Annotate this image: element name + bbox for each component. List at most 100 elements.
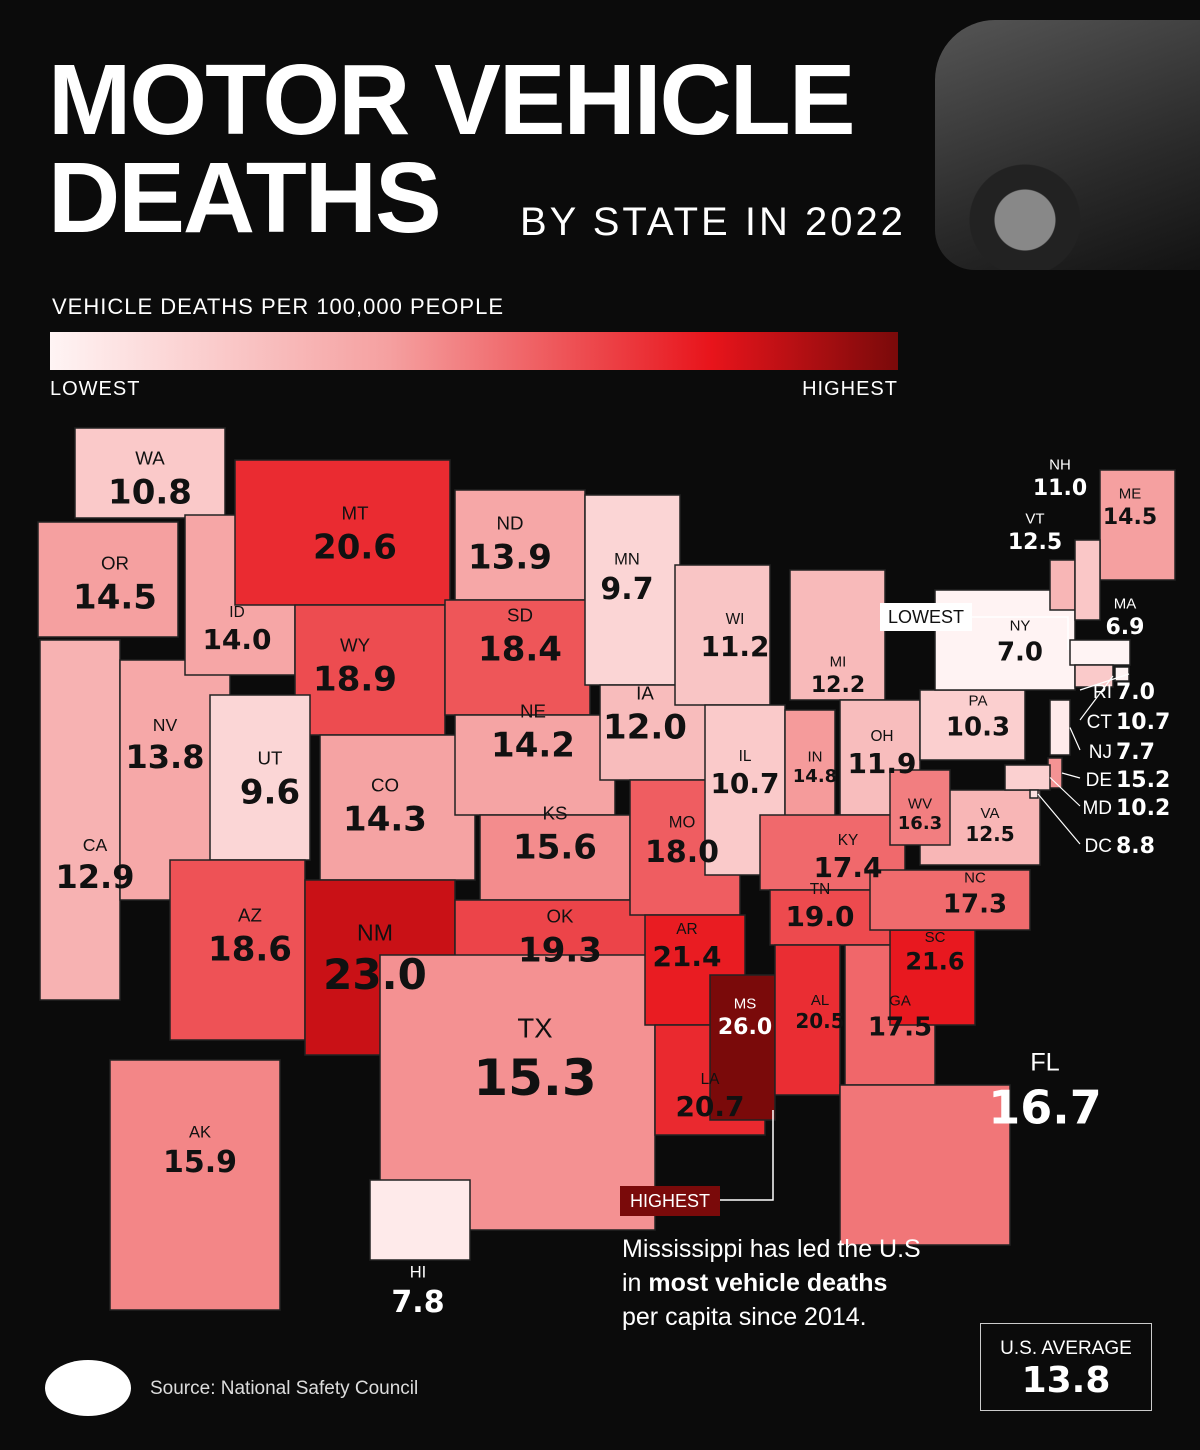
state-code: NJ bbox=[1089, 742, 1112, 763]
state-code: NE bbox=[520, 701, 546, 722]
state-value: 9.6 bbox=[240, 773, 300, 813]
average-box: U.S. AVERAGE 13.8 bbox=[980, 1323, 1152, 1411]
state-value: 20.5 bbox=[795, 1009, 844, 1033]
state-value: 12.9 bbox=[56, 858, 135, 896]
state bbox=[294, 604, 446, 736]
state-code: NY bbox=[1010, 618, 1031, 635]
lowest-box bbox=[880, 603, 972, 631]
state-code: LA bbox=[701, 1071, 721, 1088]
state-value: 14.5 bbox=[73, 578, 157, 618]
state-code: AL bbox=[811, 992, 829, 1009]
state-code: WY bbox=[340, 635, 371, 656]
leader-line bbox=[1061, 772, 1081, 779]
state-value: 12.2 bbox=[811, 673, 865, 698]
state-code: MO bbox=[669, 814, 696, 832]
note-text: in bbox=[622, 1269, 642, 1297]
state-code: RI bbox=[1093, 682, 1112, 703]
legend-title: VEHICLE DEATHS PER 100,000 PEOPLE bbox=[52, 294, 504, 319]
state-code: TN bbox=[810, 881, 831, 898]
state-code: NM bbox=[357, 920, 393, 946]
state-code: IN bbox=[808, 749, 823, 766]
state-code: AK bbox=[189, 1124, 211, 1142]
state-code: OH bbox=[870, 728, 893, 745]
state-value: 23.0 bbox=[323, 950, 427, 999]
state-code: ND bbox=[497, 513, 524, 534]
note: Mississippi has led the U.S in most vehi… bbox=[622, 1232, 921, 1334]
state-code: SD bbox=[507, 605, 533, 626]
state-value: 11.9 bbox=[847, 747, 916, 780]
state-value: 18.6 bbox=[208, 930, 292, 970]
state-value: 7.0 bbox=[1116, 680, 1155, 705]
leader-line bbox=[1037, 793, 1081, 845]
state-value: 10.8 bbox=[108, 473, 192, 513]
state bbox=[209, 694, 311, 861]
logo bbox=[45, 1360, 131, 1416]
car-photo bbox=[935, 20, 1200, 270]
state-code: MN bbox=[614, 551, 640, 569]
state-code: NH bbox=[1049, 457, 1071, 474]
state-code: PA bbox=[969, 693, 988, 710]
state bbox=[674, 564, 771, 706]
average-value: 13.8 bbox=[1021, 1360, 1111, 1401]
state-code: DC bbox=[1085, 836, 1112, 857]
state-code: AZ bbox=[238, 905, 262, 926]
leader-line bbox=[1049, 777, 1081, 807]
state bbox=[1069, 639, 1131, 666]
highest-label: HIGHEST bbox=[630, 1191, 710, 1211]
state-code: VT bbox=[1025, 511, 1044, 528]
state bbox=[109, 1059, 281, 1311]
state bbox=[1114, 666, 1130, 682]
note-line: Mississippi has led the U.S bbox=[622, 1235, 921, 1263]
state bbox=[169, 859, 306, 1041]
state-code: KS bbox=[543, 803, 568, 824]
state-value: 19.0 bbox=[785, 900, 854, 933]
state-value: 21.4 bbox=[652, 940, 721, 973]
state-value: 9.7 bbox=[600, 572, 653, 607]
state bbox=[774, 944, 841, 1096]
state-value: 14.2 bbox=[491, 726, 575, 766]
state-code: NV bbox=[153, 715, 178, 735]
state-value: 8.8 bbox=[1116, 834, 1155, 859]
state-code: OK bbox=[546, 906, 574, 927]
state bbox=[1049, 559, 1076, 611]
state bbox=[839, 1084, 1011, 1246]
state-code: WA bbox=[135, 448, 165, 469]
state-code: IL bbox=[739, 748, 752, 765]
state-value: 10.2 bbox=[1116, 796, 1170, 821]
state-value: 15.6 bbox=[513, 828, 597, 868]
state-value: 16.3 bbox=[898, 813, 942, 834]
state-code: MT bbox=[342, 503, 369, 524]
legend-low: LOWEST bbox=[50, 378, 141, 400]
title: DEATHS bbox=[48, 142, 442, 254]
leader-line bbox=[1079, 673, 1130, 691]
state-value: 12.5 bbox=[1008, 530, 1062, 555]
state-code: VA bbox=[981, 805, 1000, 822]
state-value: 15.9 bbox=[163, 1145, 237, 1180]
state-code: OR bbox=[101, 553, 129, 574]
state bbox=[919, 689, 1026, 761]
state-code: WV bbox=[908, 796, 932, 813]
state bbox=[234, 459, 451, 606]
callout-line bbox=[972, 616, 1069, 650]
state-value: 14.3 bbox=[343, 800, 427, 840]
state bbox=[889, 769, 951, 846]
state-code: KY bbox=[838, 832, 859, 849]
state-value: 14.8 bbox=[793, 766, 837, 787]
highest-box bbox=[620, 1186, 720, 1216]
state bbox=[869, 869, 1031, 931]
state bbox=[444, 599, 591, 716]
state bbox=[1099, 469, 1176, 581]
state bbox=[1029, 789, 1039, 799]
state bbox=[889, 929, 976, 1026]
state bbox=[37, 521, 179, 638]
state-value: 21.6 bbox=[905, 948, 964, 976]
state-value: 10.7 bbox=[1116, 710, 1170, 735]
state-value: 7.8 bbox=[391, 1285, 444, 1320]
state bbox=[479, 814, 631, 901]
state-code: CT bbox=[1087, 712, 1113, 733]
state-code: ME bbox=[1119, 486, 1142, 503]
note-bold: most vehicle deaths bbox=[648, 1269, 888, 1297]
state-code: DE bbox=[1086, 770, 1112, 791]
state-value: 17.4 bbox=[813, 851, 882, 884]
